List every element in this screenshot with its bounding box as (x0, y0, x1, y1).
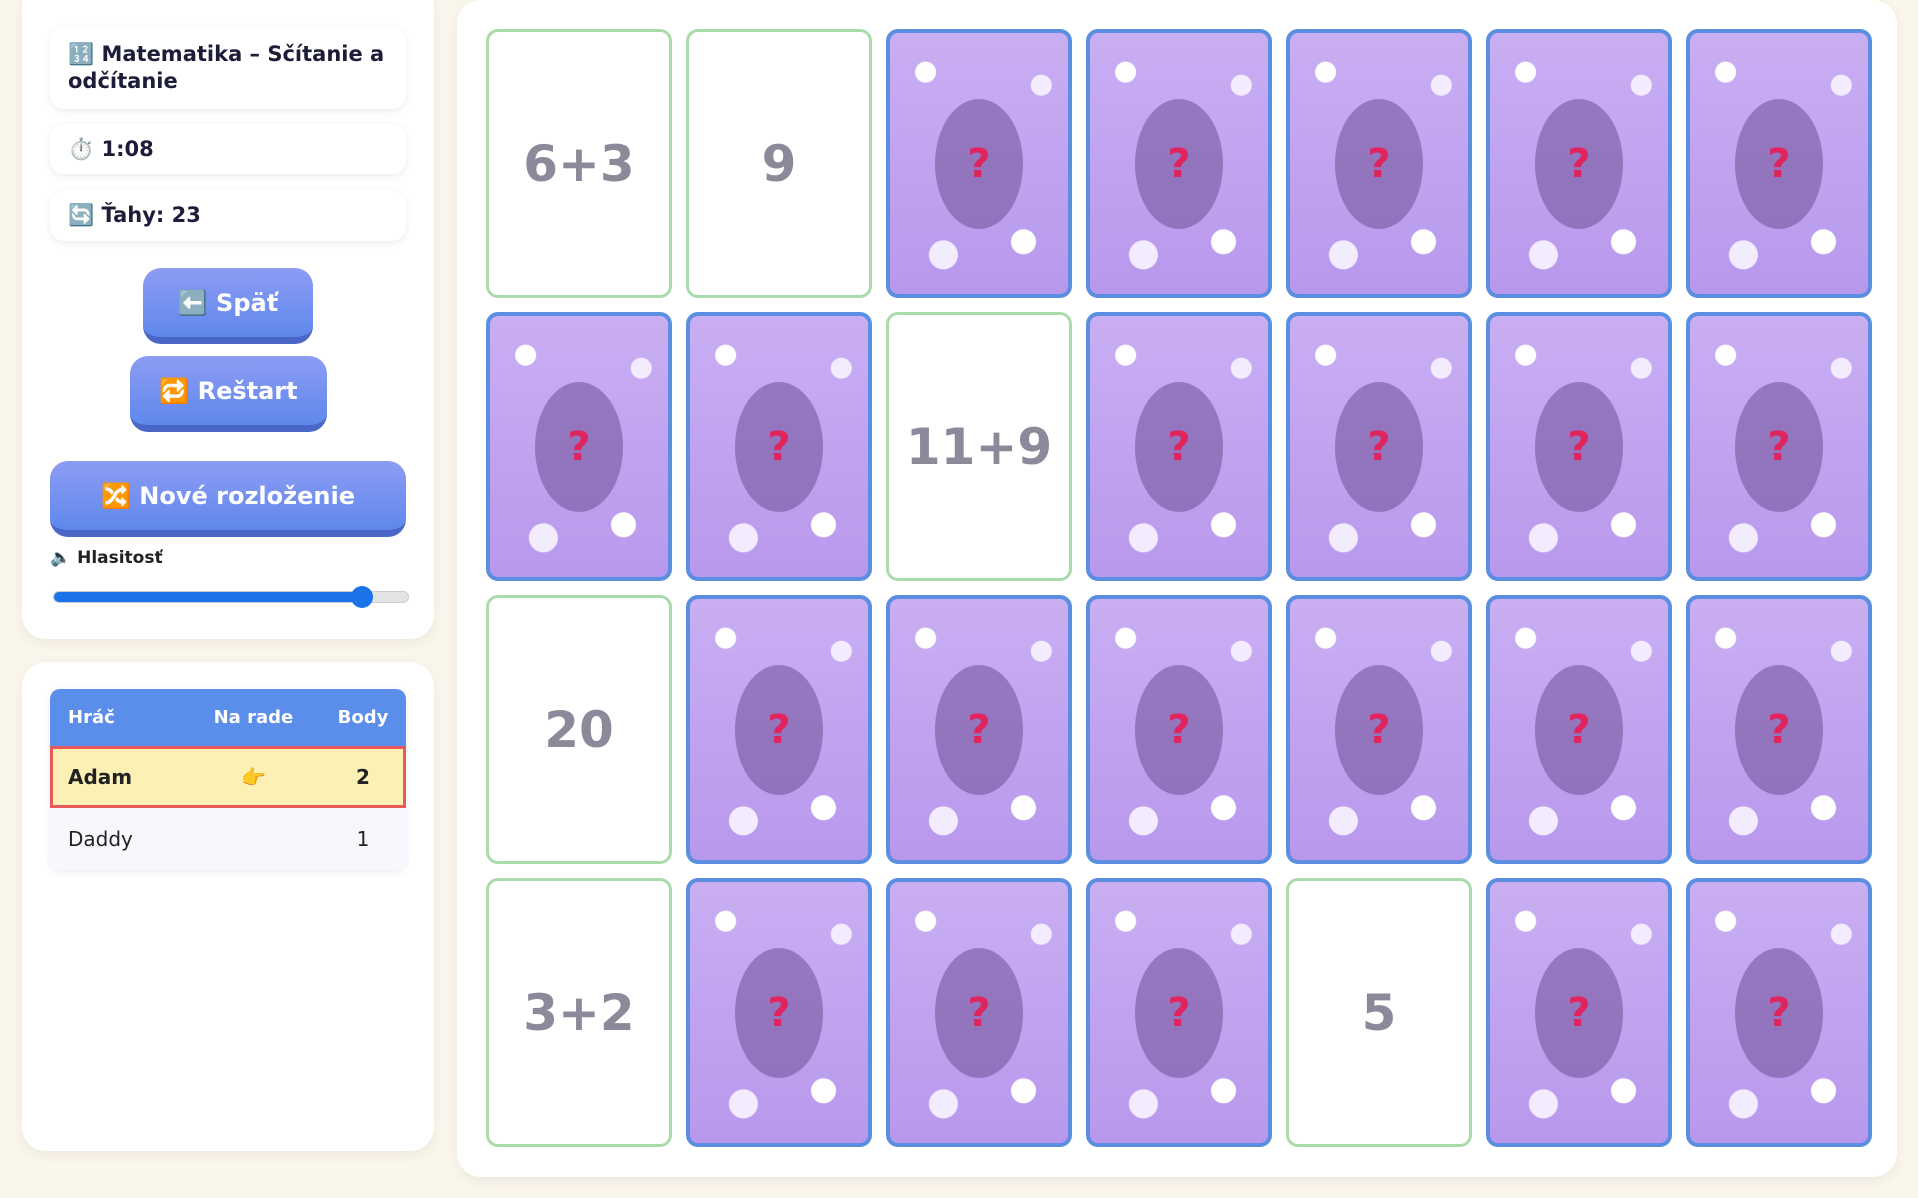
score-cell: 👉 (240, 765, 266, 789)
card-mystery: ? (1135, 947, 1223, 1078)
card-face[interactable]: 5 (1286, 878, 1472, 1147)
card-back[interactable]: ? (886, 29, 1072, 298)
card-back[interactable]: ? (686, 595, 872, 864)
card-back[interactable]: ? (886, 595, 1072, 864)
card-back[interactable]: ? (1486, 312, 1672, 581)
card-back[interactable]: ? (886, 878, 1072, 1147)
card-mystery: ? (735, 664, 823, 795)
score-cell: Daddy (68, 827, 133, 851)
card-face[interactable]: 11+9 (886, 312, 1072, 581)
card-mystery: ? (1335, 98, 1423, 229)
score-cell: Adam (68, 765, 133, 789)
card-back[interactable]: ? (1686, 29, 1872, 298)
score-cell: 1 (356, 827, 370, 851)
card-back[interactable]: ? (686, 878, 872, 1147)
card-mystery: ? (735, 947, 823, 1078)
card-back[interactable]: ? (1086, 878, 1272, 1147)
card-mystery: ? (1535, 664, 1623, 795)
card-back[interactable]: ? (1286, 29, 1472, 298)
card-face[interactable]: 6+3 (486, 29, 672, 298)
card-mystery: ? (1735, 947, 1823, 1078)
card-back[interactable]: ? (686, 312, 872, 581)
card-mystery: ? (1735, 664, 1823, 795)
card-back[interactable]: ? (1686, 595, 1872, 864)
card-back[interactable]: ? (1286, 312, 1472, 581)
card-back[interactable]: ? (486, 312, 672, 581)
score-cell (187, 808, 320, 870)
volume-label: 🔈 Hlasitosť (50, 548, 163, 568)
card-back[interactable]: ? (1686, 312, 1872, 581)
card-mystery: ? (1135, 381, 1223, 512)
column-header: Na rade (186, 689, 320, 746)
card-mystery: ? (1135, 98, 1223, 229)
score-table: Hráč Na rade Body Adam 👉 2 Daddy 1 (50, 689, 406, 870)
card-back[interactable]: ? (1086, 595, 1272, 864)
score-cell: 2 (356, 765, 370, 789)
card-back[interactable]: ? (1286, 595, 1472, 864)
volume-slider[interactable] (53, 586, 409, 608)
card-mystery: ? (1735, 98, 1823, 229)
card-mystery: ? (935, 664, 1023, 795)
card-mystery: ? (535, 381, 623, 512)
scoreboard: Hráč Na rade Body Adam 👉 2 Daddy 1 (50, 689, 406, 870)
card-face[interactable]: 9 (686, 29, 872, 298)
card-face[interactable]: 3+2 (486, 878, 672, 1147)
card-back[interactable]: ? (1086, 29, 1272, 298)
card-mystery: ? (935, 98, 1023, 229)
back-button[interactable]: ⬅️ Späť (143, 268, 313, 344)
card-mystery: ? (1535, 381, 1623, 512)
volume-thumb[interactable] (350, 586, 373, 608)
moves: 🔄 Ťahy: 23 (50, 190, 406, 241)
game-title: 🔢 Matematika – Sčítanie a odčítanie (50, 27, 406, 109)
card-mystery: ? (1135, 664, 1223, 795)
player-row: Daddy 1 (50, 808, 406, 870)
card-mystery: ? (935, 947, 1023, 1078)
card-face[interactable]: 20 (486, 595, 672, 864)
card-back[interactable]: ? (1686, 878, 1872, 1147)
timer: ⏱️ 1:08 (50, 124, 406, 174)
card-mystery: ? (1335, 381, 1423, 512)
volume-fill (54, 592, 362, 602)
card-back[interactable]: ? (1486, 878, 1672, 1147)
card-mystery: ? (1535, 947, 1623, 1078)
restart-button[interactable]: 🔁 Reštart (130, 356, 327, 432)
shuffle-button[interactable]: 🔀 Nové rozloženie (50, 461, 406, 537)
card-back[interactable]: ? (1486, 29, 1672, 298)
card-mystery: ? (735, 381, 823, 512)
card-back[interactable]: ? (1086, 312, 1272, 581)
column-header: Body (319, 689, 406, 746)
column-header: Hráč (50, 689, 187, 746)
card-mystery: ? (1735, 381, 1823, 512)
card-mystery: ? (1535, 98, 1623, 229)
card-back[interactable]: ? (1486, 595, 1672, 864)
card-mystery: ? (1335, 664, 1423, 795)
player-row: Adam 👉 2 (50, 746, 406, 808)
